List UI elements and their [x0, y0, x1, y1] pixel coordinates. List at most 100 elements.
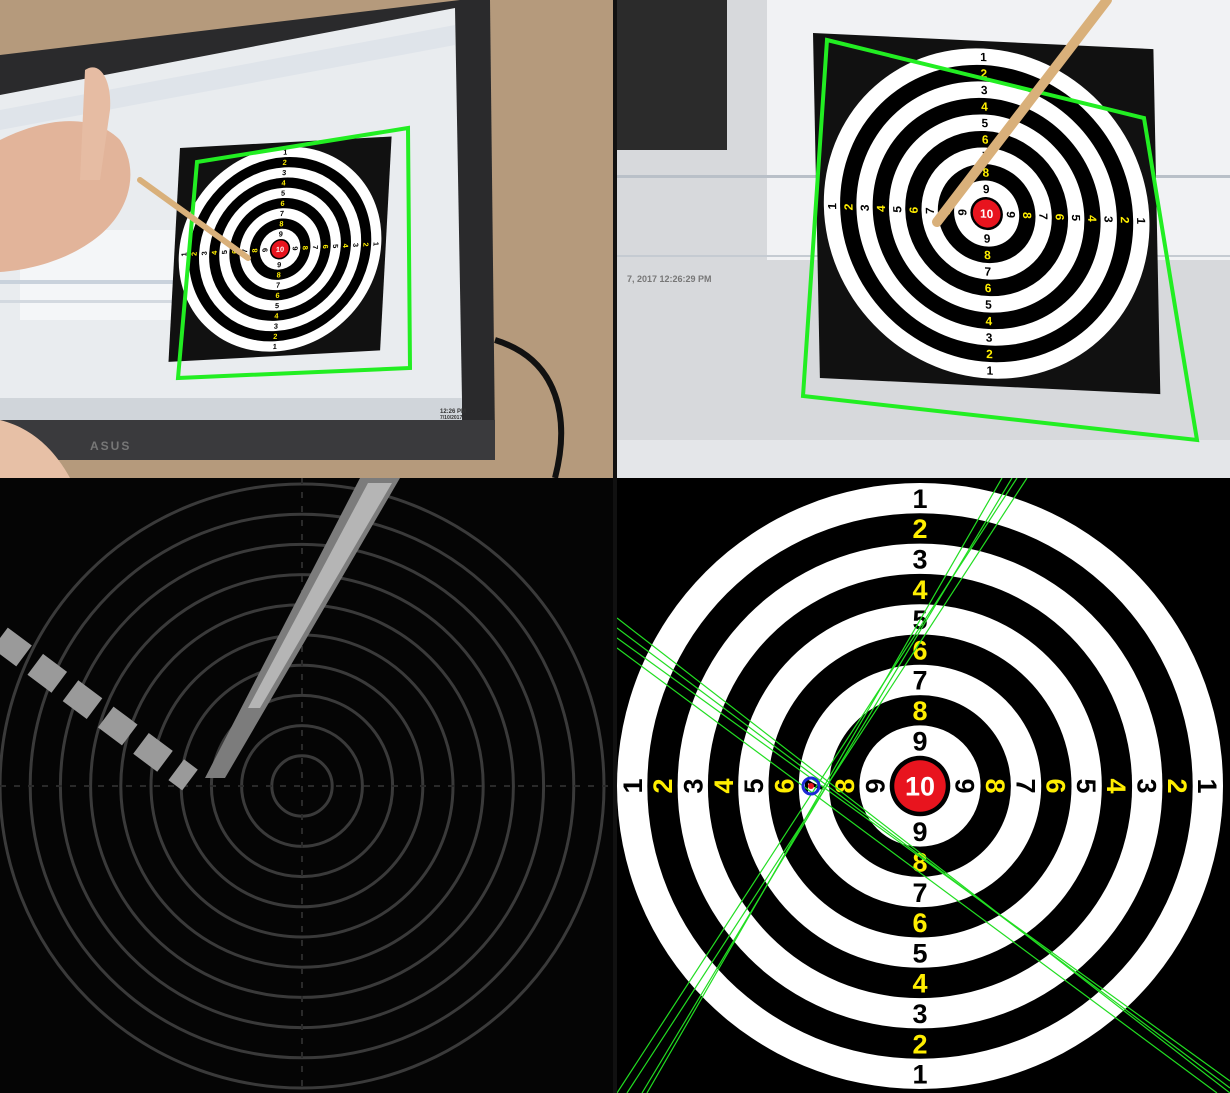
- ring-label-4: 4: [874, 205, 888, 213]
- ring-label-8: 8: [276, 270, 281, 279]
- ring-label-9: 9: [950, 778, 980, 793]
- ring-label-6: 6: [280, 199, 285, 208]
- ring-label-7: 7: [311, 245, 320, 250]
- ring-label-2: 2: [842, 203, 856, 211]
- ring-label-8: 8: [301, 246, 310, 251]
- ring-label-4: 4: [912, 969, 927, 999]
- detected-frame-outline: [175, 125, 413, 381]
- ring-label-2: 2: [1162, 778, 1192, 793]
- ring-label-9: 9: [912, 817, 927, 847]
- ring-label-4: 4: [341, 243, 350, 249]
- ring-label-7: 7: [984, 264, 991, 278]
- ring-label-9: 9: [955, 208, 969, 216]
- bullseye: [972, 199, 1001, 228]
- ring-label-6: 6: [275, 291, 280, 300]
- ring-label-5: 5: [1069, 214, 1083, 222]
- ring-label-5: 5: [331, 244, 340, 249]
- ring-label-2: 2: [282, 158, 287, 167]
- ring-label-6: 6: [985, 281, 992, 295]
- ring-label-2: 2: [912, 1029, 927, 1059]
- ring-label-9: 9: [279, 229, 284, 238]
- ring-label-6: 6: [321, 244, 330, 249]
- rectified-target: 11112222333344445555666677778888999910: [617, 483, 1223, 1090]
- ring-label-6: 6: [769, 778, 799, 793]
- ring-label-2: 2: [273, 332, 278, 341]
- monitor-brand-logo: ASUS: [90, 439, 131, 453]
- ring-label-4: 4: [985, 314, 992, 328]
- ring-label-3: 3: [1101, 216, 1115, 224]
- difference-view-panel: [0, 478, 613, 1093]
- center-label: 10: [276, 245, 285, 254]
- detection-line-4: [617, 647, 1218, 1093]
- center-label: 10: [905, 772, 935, 802]
- ring-label-5: 5: [981, 116, 988, 130]
- ring-label-3: 3: [678, 778, 708, 793]
- ring-label-4: 4: [1101, 778, 1131, 793]
- detection-lines: [617, 478, 1230, 1093]
- ring-label-5: 5: [739, 778, 769, 793]
- ring-label-2: 2: [986, 347, 993, 361]
- ring-label-4: 4: [912, 575, 927, 605]
- ring-label-7: 7: [912, 878, 927, 908]
- ring-label-8: 8: [1020, 212, 1034, 220]
- ring-label-3: 3: [274, 321, 279, 330]
- ring-label-3: 3: [282, 168, 287, 177]
- ring-label-8: 8: [279, 219, 284, 228]
- ring-label-7: 7: [280, 209, 285, 218]
- ring-label-5: 5: [985, 297, 992, 311]
- ring-label-9: 9: [260, 248, 269, 253]
- ring-label-7: 7: [1036, 213, 1050, 221]
- ring-label-5: 5: [890, 205, 904, 213]
- ring-label-3: 3: [986, 330, 993, 344]
- ring-label-1: 1: [1192, 778, 1222, 793]
- zoomed-target: 11112222333344445555666677778888999910: [813, 33, 1161, 395]
- ring-label-1: 1: [912, 484, 927, 514]
- ring-label-9: 9: [290, 246, 299, 251]
- ring-label-7: 7: [923, 207, 937, 215]
- ring-label-2: 2: [648, 778, 678, 793]
- ring-label-6: 6: [1041, 778, 1071, 793]
- ring-label-4: 4: [281, 178, 286, 187]
- ring-label-7: 7: [1010, 778, 1040, 793]
- ring-label-3: 3: [858, 204, 872, 212]
- ring-label-1: 1: [986, 363, 993, 377]
- taskbar-clock-date: 7/10/2017: [440, 415, 462, 421]
- ring-label-3: 3: [981, 83, 988, 97]
- ring-label-5: 5: [275, 301, 280, 310]
- ring-label-6: 6: [907, 206, 921, 214]
- ring-label-1: 1: [273, 342, 278, 351]
- ring-label-5: 5: [1071, 778, 1101, 793]
- ring-label-5: 5: [220, 250, 229, 255]
- ring-label-1: 1: [825, 202, 839, 210]
- center-label: 10: [980, 206, 994, 221]
- camera-target: 11112222333344445555666677778888999910: [168, 136, 392, 362]
- ring-label-4: 4: [981, 99, 988, 113]
- ring-label-8: 8: [982, 165, 989, 179]
- ring-label-9: 9: [277, 260, 282, 269]
- taskbar-clock-time: 12:26 PM: [440, 409, 466, 415]
- ring-label-2: 2: [361, 242, 370, 247]
- ring-label-1: 1: [371, 242, 380, 247]
- ring-label-1: 1: [912, 1060, 927, 1090]
- ring-label-8: 8: [250, 248, 259, 253]
- ring-label-1: 1: [179, 252, 188, 257]
- bullseye: [271, 240, 289, 258]
- detection-line-1: [617, 617, 1230, 1093]
- ring-label-3: 3: [1132, 778, 1162, 793]
- detection-line-3: [617, 637, 1230, 1082]
- ring-label-3: 3: [351, 243, 360, 248]
- ring-label-9: 9: [860, 778, 890, 793]
- ring-label-4: 4: [1085, 215, 1099, 223]
- ring-label-4: 4: [274, 311, 279, 320]
- ring-label-4: 4: [210, 250, 219, 256]
- ring-label-9: 9: [983, 182, 990, 196]
- ring-label-2: 2: [980, 66, 987, 80]
- detection-line-8: [646, 478, 1003, 1093]
- ring-label-9: 9: [1004, 211, 1018, 219]
- ring-label-8: 8: [980, 778, 1010, 793]
- ring-label-6: 6: [912, 635, 927, 665]
- ring-label-8: 8: [830, 778, 860, 793]
- ring-label-4: 4: [709, 778, 739, 793]
